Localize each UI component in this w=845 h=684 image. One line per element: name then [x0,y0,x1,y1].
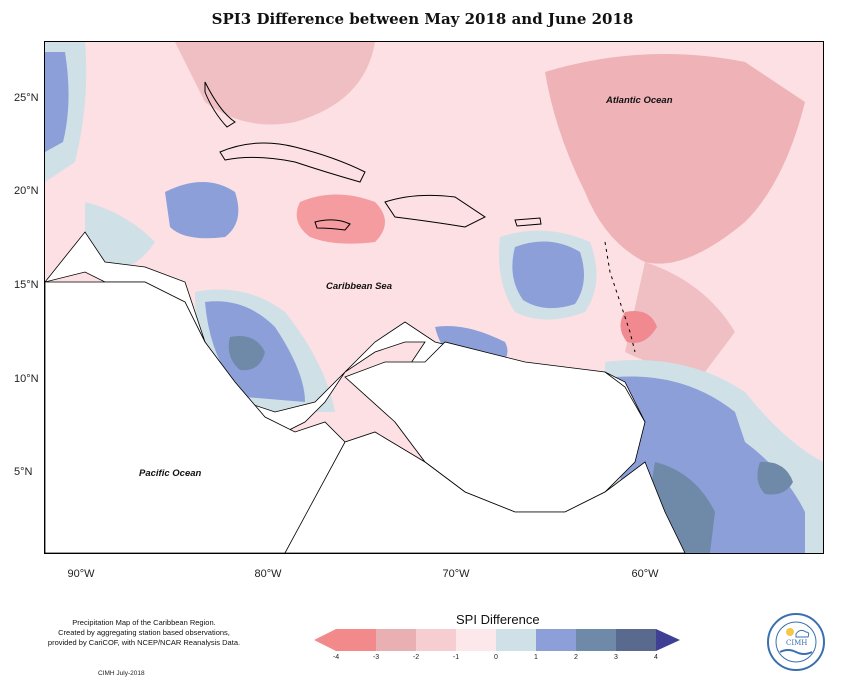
lat-label-15n: 15°N [14,279,39,291]
land-south-america-interior [284,431,686,553]
legend-swatch [616,629,656,651]
cimh-logo [767,613,825,671]
spi-patch-positive [85,202,155,272]
cimh-logo-text: CIMH [786,639,808,647]
lon-label-60w: 60°W [631,568,659,580]
legend-swatch [416,629,456,651]
lat-label-5n: 5°N [14,466,33,478]
lon-label-70w: 70°W [442,568,470,580]
legend-tick: 4 [654,654,658,661]
spi-patch-positive [45,52,69,152]
legend-end-low [314,629,336,651]
land-florida [204,81,236,128]
legend-end-high [656,629,680,651]
map-notes: Precipitation Map of the Caribbean Regio… [14,618,274,648]
legend-tick: -1 [452,654,460,661]
label-caribbean-sea: Caribbean Sea [326,281,392,292]
spi-patch-strong-negative [620,311,657,343]
land-pacific-coast [45,281,346,553]
legend-tick: 1 [534,654,538,661]
spi-field [45,42,823,553]
map-area [44,41,824,554]
island-jamaica [314,219,351,231]
legend-tick: -2 [412,654,420,661]
map-title: SPI3 Difference between May 2018 and Jun… [211,10,634,28]
credit-text: CIMH July-2018 [98,670,145,677]
island-hispaniola [384,194,486,228]
legend-swatch [376,629,416,651]
spi-patch-negative [175,42,375,125]
legend-tick: 0 [494,654,498,661]
legend-title: SPI Difference [456,612,540,627]
spi-patch-negative [625,262,735,372]
spi-patch-negative [545,54,805,264]
island-puerto-rico [514,217,542,227]
note-line: Precipitation Map of the Caribbean Regio… [72,618,216,627]
legend-swatch [496,629,536,651]
spi-patch-positive [512,241,584,309]
legend-colorbar [314,629,680,651]
legend-swatch [336,629,376,651]
note-line: Created by aggregating station based obs… [58,628,230,637]
spi-patch-positive [165,182,239,239]
label-atlantic-ocean: Atlantic Ocean [606,95,673,106]
lat-label-10n: 10°N [14,373,39,385]
island-cuba [219,142,366,183]
lon-label-80w: 80°W [254,568,282,580]
spi-patch-strong-positive [757,461,793,495]
label-pacific-ocean: Pacific Ocean [139,468,202,479]
islands-lesser-antilles [604,241,636,353]
legend-tick: 2 [574,654,578,661]
legend-swatch [456,629,496,651]
spi-patch-strong-negative [296,194,385,244]
spi-patch-strong-positive [228,336,265,371]
legend-tick: -3 [372,654,380,661]
legend-swatch [536,629,576,651]
legend-swatch [576,629,616,651]
legend-tick: -4 [332,654,340,661]
legend-tick: 3 [614,654,618,661]
lat-label-20n: 20°N [14,185,39,197]
lat-label-25n: 25°N [14,92,39,104]
note-line: provided by CariCOF, with NCEP/NCAR Rean… [47,638,241,647]
lon-label-90w: 90°W [67,568,95,580]
